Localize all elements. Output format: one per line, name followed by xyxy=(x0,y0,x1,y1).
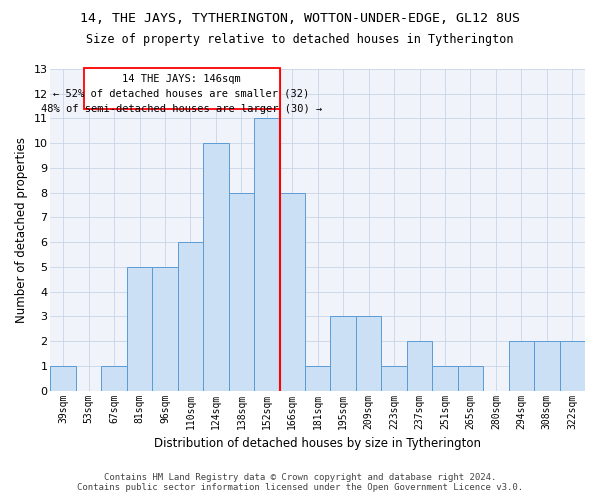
Y-axis label: Number of detached properties: Number of detached properties xyxy=(15,137,28,323)
Bar xyxy=(229,192,254,390)
Bar xyxy=(254,118,280,390)
Bar xyxy=(382,366,407,390)
Bar xyxy=(178,242,203,390)
FancyBboxPatch shape xyxy=(83,68,280,108)
Bar xyxy=(534,341,560,390)
Bar xyxy=(331,316,356,390)
Bar xyxy=(458,366,483,390)
Bar xyxy=(432,366,458,390)
Text: 48% of semi-detached houses are larger (30) →: 48% of semi-detached houses are larger (… xyxy=(41,104,322,114)
Bar xyxy=(50,366,76,390)
Bar xyxy=(305,366,331,390)
Bar xyxy=(560,341,585,390)
Text: 14, THE JAYS, TYTHERINGTON, WOTTON-UNDER-EDGE, GL12 8US: 14, THE JAYS, TYTHERINGTON, WOTTON-UNDER… xyxy=(80,12,520,26)
Bar xyxy=(127,267,152,390)
Bar xyxy=(407,341,432,390)
Text: Size of property relative to detached houses in Tytherington: Size of property relative to detached ho… xyxy=(86,32,514,46)
X-axis label: Distribution of detached houses by size in Tytherington: Distribution of detached houses by size … xyxy=(154,437,481,450)
Bar xyxy=(356,316,382,390)
Bar xyxy=(280,192,305,390)
Text: ← 52% of detached houses are smaller (32): ← 52% of detached houses are smaller (32… xyxy=(53,89,310,99)
Bar xyxy=(203,143,229,390)
Text: 14 THE JAYS: 146sqm: 14 THE JAYS: 146sqm xyxy=(122,74,241,84)
Bar xyxy=(509,341,534,390)
Bar xyxy=(101,366,127,390)
Text: Contains HM Land Registry data © Crown copyright and database right 2024.
Contai: Contains HM Land Registry data © Crown c… xyxy=(77,473,523,492)
Bar xyxy=(152,267,178,390)
